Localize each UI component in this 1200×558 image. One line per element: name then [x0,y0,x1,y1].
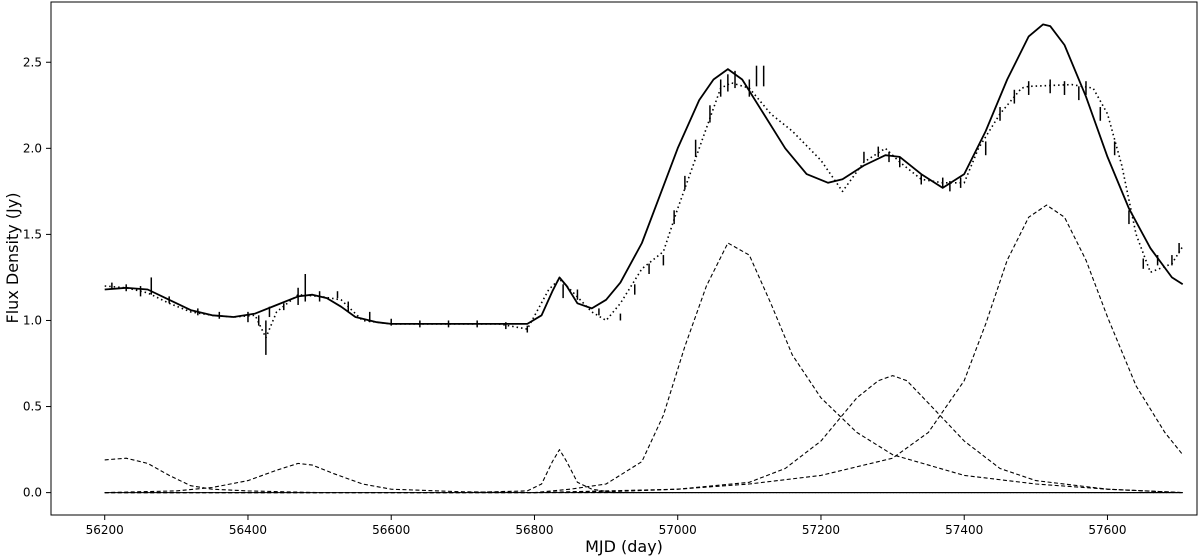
x-tick-label: 57200 [802,523,840,537]
series-dashed-line-5 [104,242,1183,494]
x-axis-label: MJD (day) [585,537,663,556]
series-dashed-line-3 [104,462,1183,494]
x-tick-label: 56200 [86,523,124,537]
y-axis-label: Flux Density (Jy) [3,193,22,324]
x-tick-label: 57000 [659,523,697,537]
plot-frame [50,1,1198,516]
y-tick-label: 2.0 [23,141,42,155]
y-tick-label: 0.0 [23,486,42,500]
y-tick-label: 1.0 [23,313,42,327]
x-tick-label: 56600 [372,523,410,537]
series-dashed-line-4 [104,449,1183,494]
y-tick-label: 1.5 [23,227,42,241]
series-dashed-line-2 [104,457,320,494]
series-dotted-line-0 [104,82,1184,339]
x-tick-label: 57600 [1088,523,1126,537]
series-solid-line-1 [104,23,1184,325]
y-tick-label: 2.5 [23,55,42,69]
x-tick-label: 56800 [515,523,553,537]
x-tick-label: 56400 [229,523,267,537]
tick-layer: 56200 56400 56600 56800 57000 57200 57400 57600… [23,55,1127,537]
data-layer [104,23,1184,494]
x-tick-label: 57400 [945,523,983,537]
series-dashed-line-7 [104,204,1184,494]
y-tick-label: 0.5 [23,400,42,414]
series-dashed-line-6 [104,375,1183,494]
